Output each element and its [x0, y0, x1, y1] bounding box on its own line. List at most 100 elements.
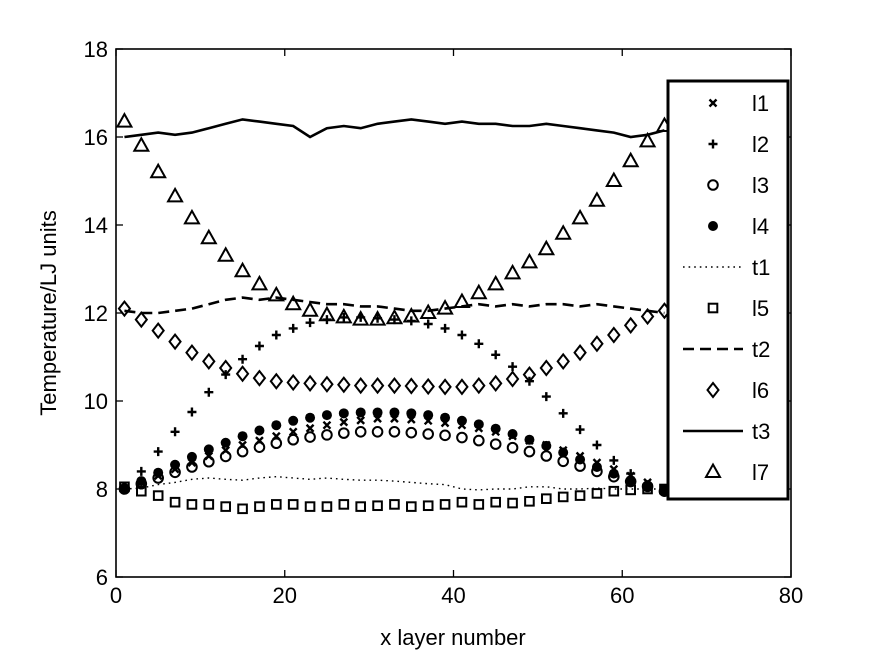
series-l2-point: [170, 427, 180, 437]
series-l7-point: [537, 239, 556, 256]
series-l6-point: [539, 359, 554, 377]
series-l7-point: [166, 186, 184, 203]
series-l5-point: [625, 484, 636, 496]
series-l3-point: [473, 434, 485, 447]
series-l4-point: [541, 440, 552, 451]
series-l6-point: [218, 359, 233, 377]
series-l3-point: [354, 426, 367, 438]
x-tick-label: 20: [273, 583, 297, 608]
series-l6-point: [353, 376, 368, 395]
series-l4-point: [456, 415, 467, 426]
series-l2-point: [541, 392, 551, 402]
series-l6-point: [404, 377, 419, 395]
series-l5-point: [186, 499, 198, 510]
series-t2: [124, 296, 665, 315]
series-l5-point: [254, 501, 265, 512]
series-l3-point: [236, 445, 249, 458]
series-l1-point: [356, 416, 366, 425]
series-l4-point: [406, 408, 417, 419]
legend-marker-l3: [707, 179, 719, 191]
series-l6-point: [455, 378, 469, 396]
legend-label-t2: t2: [752, 337, 770, 362]
series-l5-point: [237, 503, 248, 515]
series-l5-point: [557, 491, 569, 503]
series-l4-point: [271, 420, 282, 431]
series-l6-point: [269, 372, 284, 390]
series-l2-point: [440, 323, 450, 333]
series-l6-point: [387, 376, 402, 395]
series-l7-point: [571, 208, 589, 225]
series-l3-point: [388, 426, 401, 438]
series-l6-point: [337, 376, 351, 394]
y-tick-label: 12: [84, 301, 108, 326]
series-l6-point: [640, 307, 655, 326]
series-l4-point: [136, 476, 147, 487]
legend-box: [666, 79, 790, 501]
series-l5-point: [304, 501, 316, 512]
series-l7-point: [149, 162, 167, 179]
x-tick-label: 80: [779, 583, 803, 608]
legend-label-l7: l7: [752, 460, 769, 485]
series-l4-point: [338, 408, 349, 419]
series-l2-point: [491, 350, 501, 360]
series-l4-point: [153, 467, 164, 478]
legend-marker-l5: [707, 302, 719, 314]
series-l4-point: [591, 462, 602, 472]
series-l5-point: [422, 500, 434, 512]
series-l4-point: [305, 412, 316, 423]
series-l4-point: [558, 447, 569, 458]
series-l2-point: [339, 312, 349, 322]
series-l7-point: [402, 306, 421, 323]
series-l5-point: [220, 501, 231, 512]
series-l7-point: [250, 274, 269, 291]
series-l2-point: [305, 318, 315, 328]
series-l5-point: [473, 499, 485, 510]
legend-label-l1: l1: [752, 91, 769, 116]
series-l4-point: [254, 425, 265, 436]
series-l4-point: [473, 419, 484, 430]
series-l5-point: [136, 485, 147, 497]
series-l4-point: [372, 407, 383, 418]
series-l2-point: [609, 455, 619, 465]
series-l4-point: [440, 412, 451, 423]
series-l4-point: [355, 407, 366, 418]
legend-label-l4: l4: [752, 214, 769, 239]
series-l6-point: [252, 369, 267, 387]
series-l6-point: [607, 326, 621, 344]
series-l6-point: [623, 316, 638, 334]
series-l6-point: [370, 376, 385, 395]
y-tick-label: 8: [96, 477, 108, 502]
series-l2: [119, 312, 669, 496]
series-l7-point: [554, 224, 572, 240]
series-l6-point: [488, 374, 503, 393]
series-l7-point: [470, 283, 488, 300]
series-t1: [124, 475, 665, 491]
series-l7-point: [216, 246, 235, 262]
series-l3-point: [506, 441, 519, 454]
legend-marker-l4: [708, 221, 718, 231]
series-l7-point: [351, 310, 370, 326]
series-l5-point: [524, 496, 535, 507]
series-l4-point: [321, 410, 332, 421]
series-l4-point: [389, 407, 400, 418]
series-l3-point: [371, 426, 384, 438]
series-l7-point: [183, 208, 201, 225]
x-axis-label: x layer number: [380, 625, 526, 650]
series-l7-point: [605, 171, 623, 187]
series-l3-point: [219, 450, 232, 463]
legend-marker-l1: [708, 98, 718, 108]
series-l2-point: [238, 354, 248, 364]
series-l3-point: [439, 429, 451, 442]
series-l3-point: [287, 433, 299, 446]
series-l7-point: [318, 305, 336, 322]
series-l5-point: [406, 501, 417, 512]
legend-marker-l6: [706, 381, 720, 399]
series-l7-point: [200, 228, 218, 245]
series-l5-point: [355, 501, 366, 512]
series-l7-point: [588, 191, 606, 207]
series-l1-point: [322, 420, 332, 430]
series-l3-point: [338, 427, 350, 439]
series-l6-point: [117, 299, 132, 318]
series-l5-point: [389, 499, 400, 510]
